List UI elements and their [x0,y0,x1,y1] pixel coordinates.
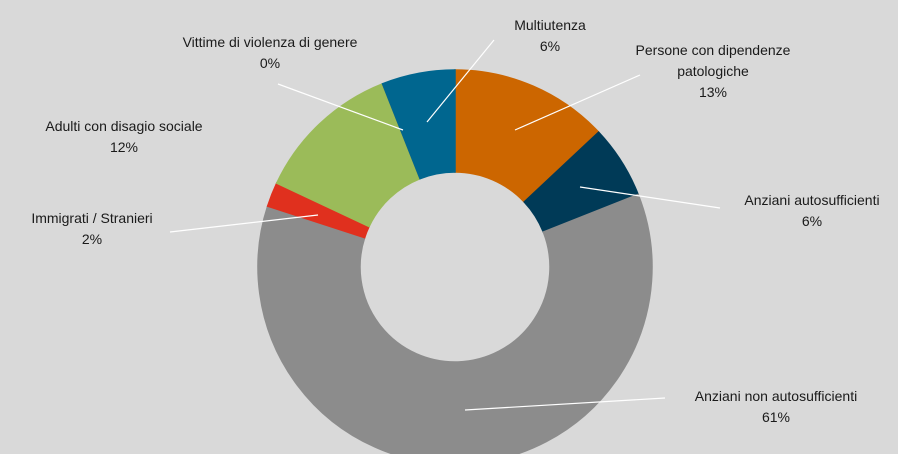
label-value: 0% [259,55,281,71]
label-value: 6% [801,213,823,229]
leader-line [426,39,495,123]
data-label: Adulti con disagio sociale 12% [24,116,224,158]
data-label: Persone con dipendenze patologiche 13% [613,40,813,103]
label-name: Multiutenza [514,17,586,33]
leader-line [277,83,404,131]
data-label: Immigrati / Stranieri 2% [7,208,177,250]
label-value: 13% [698,84,728,100]
slice [381,69,456,180]
data-label: Anziani non autosufficienti 61% [666,386,886,428]
label-value: 61% [761,409,791,425]
label-name: Persone con dipendenze patologiche [635,42,791,79]
label-name: Adulti con disagio sociale [45,118,203,134]
leader-line [579,186,721,209]
label-name: Anziani non autosufficienti [694,388,858,404]
label-name: Immigrati / Stranieri [31,210,153,226]
data-label: Vittime di violenza di genere 0% [150,32,390,74]
data-label: Multiutenza 6% [490,15,610,57]
label-name: Anziani autosufficienti [744,192,880,208]
label-value: 6% [539,38,561,54]
slice [257,193,653,454]
data-label: Anziani autosufficienti 6% [722,190,898,232]
label-name: Vittime di violenza di genere [182,34,358,50]
label-value: 2% [81,231,103,247]
leader-line [464,397,666,411]
leader-line [169,214,319,233]
label-value: 12% [109,139,139,155]
leader-line [514,74,641,131]
